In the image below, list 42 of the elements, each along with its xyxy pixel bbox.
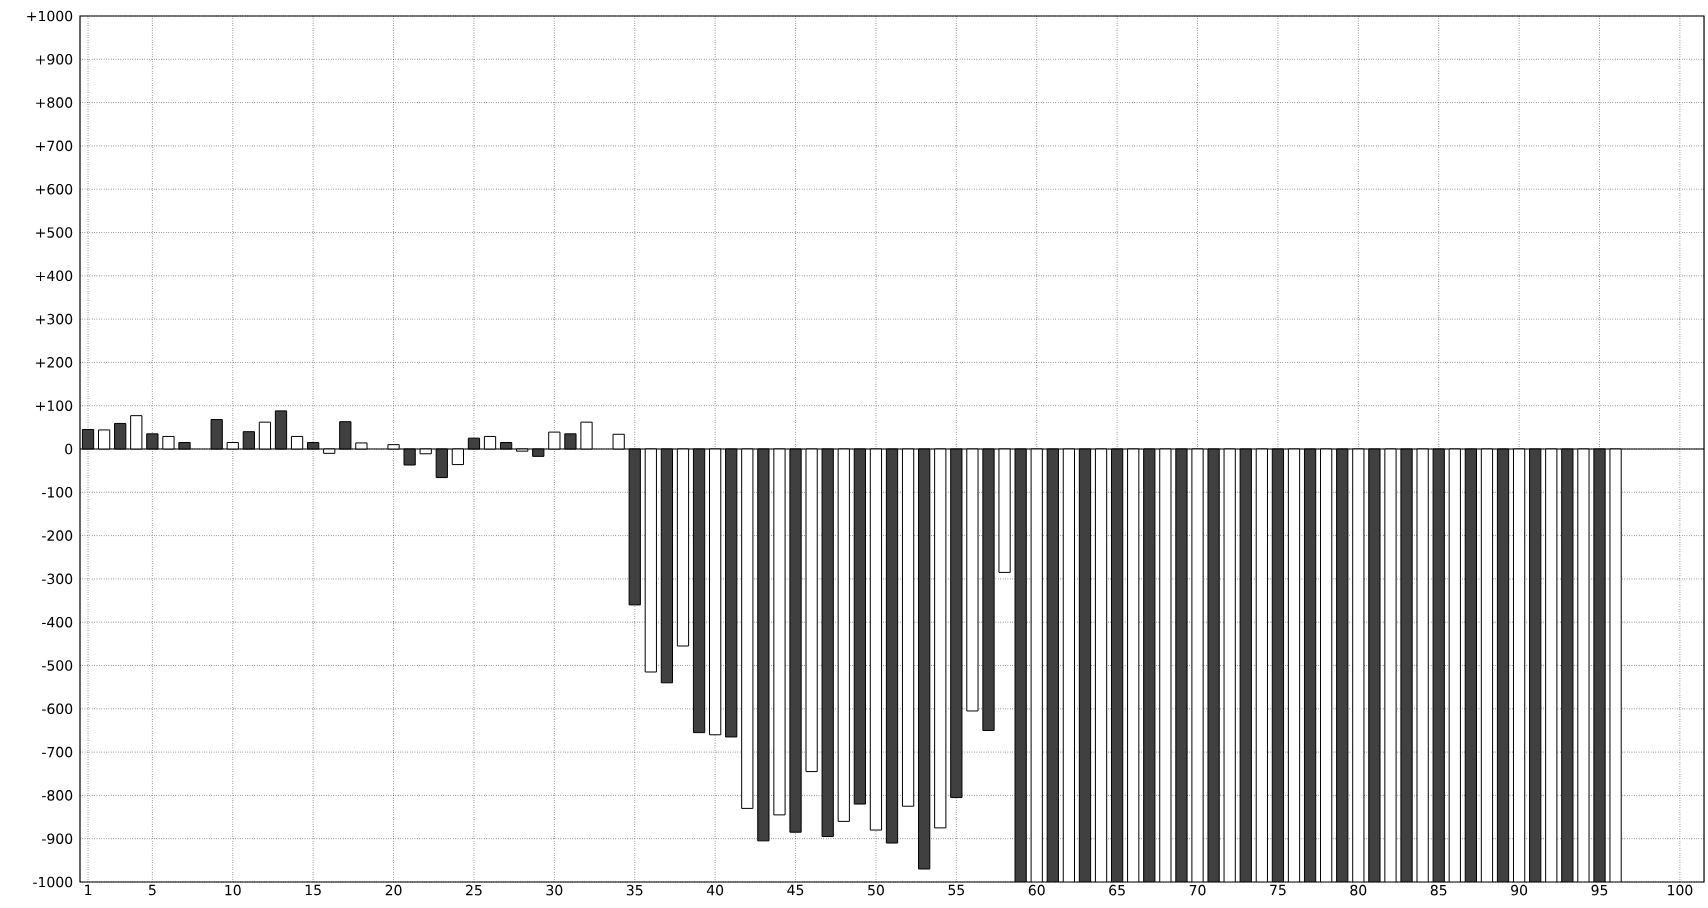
x-tick-label: 45 [787,884,804,896]
y-tick-label: +800 [36,97,73,108]
x-tick-label: 75 [1270,884,1286,896]
y-tick-label: +200 [36,357,73,368]
x-tick-label: 70 [1189,884,1206,896]
y-tick-label: -700 [42,746,73,758]
x-tick-label: 55 [948,884,965,896]
y-tick-label: +900 [36,54,73,65]
x-tick-label: 15 [305,884,321,896]
x-tick-label: 100 [1668,884,1693,896]
y-tick-label: +400 [36,270,73,282]
x-tick-label: 20 [385,884,402,896]
y-tick-label: -100 [42,487,73,498]
x-tick-label: 30 [546,884,563,896]
y-tick-label: +500 [36,227,73,238]
x-tick-label: 95 [1591,884,1608,896]
x-tick-label: 40 [706,884,724,896]
x-tick-label: 10 [225,884,241,896]
x-tick-label: 1 [85,884,92,896]
y-tick-label: -400 [42,616,73,628]
x-tick-label: 60 [1028,884,1045,896]
x-tick-label: 50 [868,884,884,896]
x-tick-label: 65 [1109,884,1125,896]
y-tick-label: +300 [36,313,73,325]
x-tick-label: 90 [1511,884,1528,896]
x-tick-label: 5 [148,884,156,896]
y-tick-label: -200 [42,530,73,541]
x-tick-label: 85 [1430,884,1447,896]
y-tick-label: -800 [42,790,73,801]
y-tick-label: -600 [42,703,73,715]
x-tick-label: 35 [626,884,643,896]
y-tick-label: -500 [42,660,73,671]
y-tick-label: -1000 [33,876,73,888]
x-tick-label: 25 [466,884,482,896]
y-tick-label: +600 [36,183,73,195]
y-tick-label: +100 [36,400,73,411]
y-tick-label: -900 [42,833,73,844]
y-tick-label: 0 [65,443,73,455]
y-tick-label: -300 [42,573,73,585]
y-tick-label: +700 [36,140,73,152]
y-tick-label: +1000 [27,10,73,22]
x-tick-label: 80 [1350,884,1367,896]
